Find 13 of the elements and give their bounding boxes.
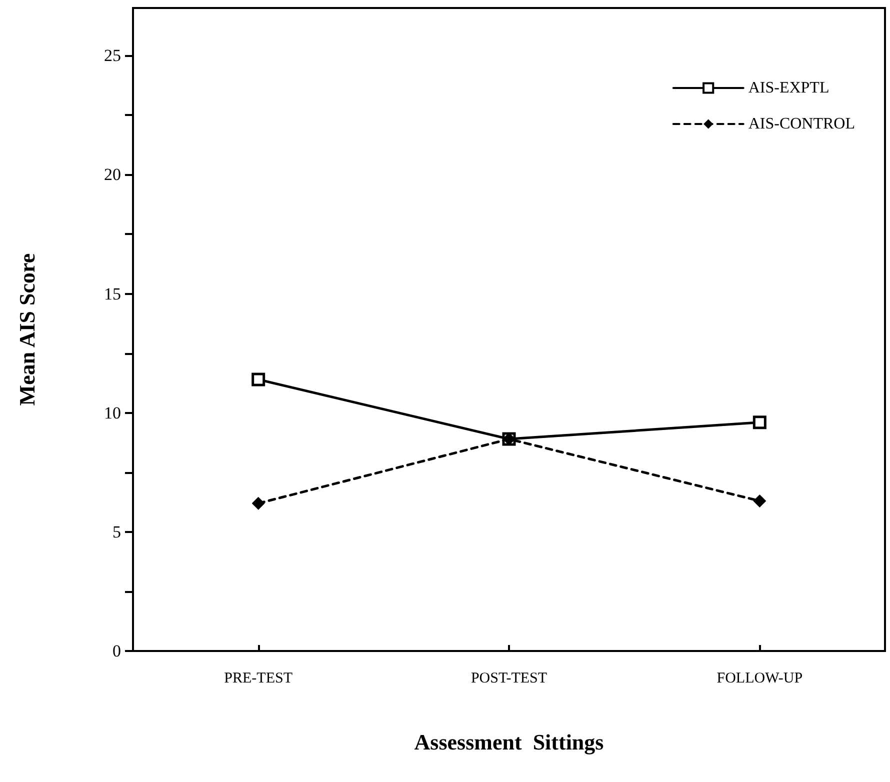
y-tick-label: 20 (104, 165, 121, 184)
y-tick-label: 5 (112, 522, 121, 542)
y-tick-label: 10 (104, 403, 121, 422)
legend-label: AIS-CONTROL (748, 116, 856, 132)
x-tick-label: FOLLOW-UP (716, 670, 803, 686)
y-tick-label: 25 (104, 46, 121, 66)
x-tick-label: PRE-TEST (224, 670, 293, 686)
x-tick-label: POST-TEST (470, 670, 548, 686)
y-tick-label: 15 (104, 284, 121, 304)
y-axis-title: Mean AIS Score (14, 253, 40, 406)
legend-label: AIS-EXPTL (748, 80, 830, 96)
x-axis-title: Assessment Sittings (414, 730, 604, 754)
y-tick-label: 0 (112, 642, 121, 660)
